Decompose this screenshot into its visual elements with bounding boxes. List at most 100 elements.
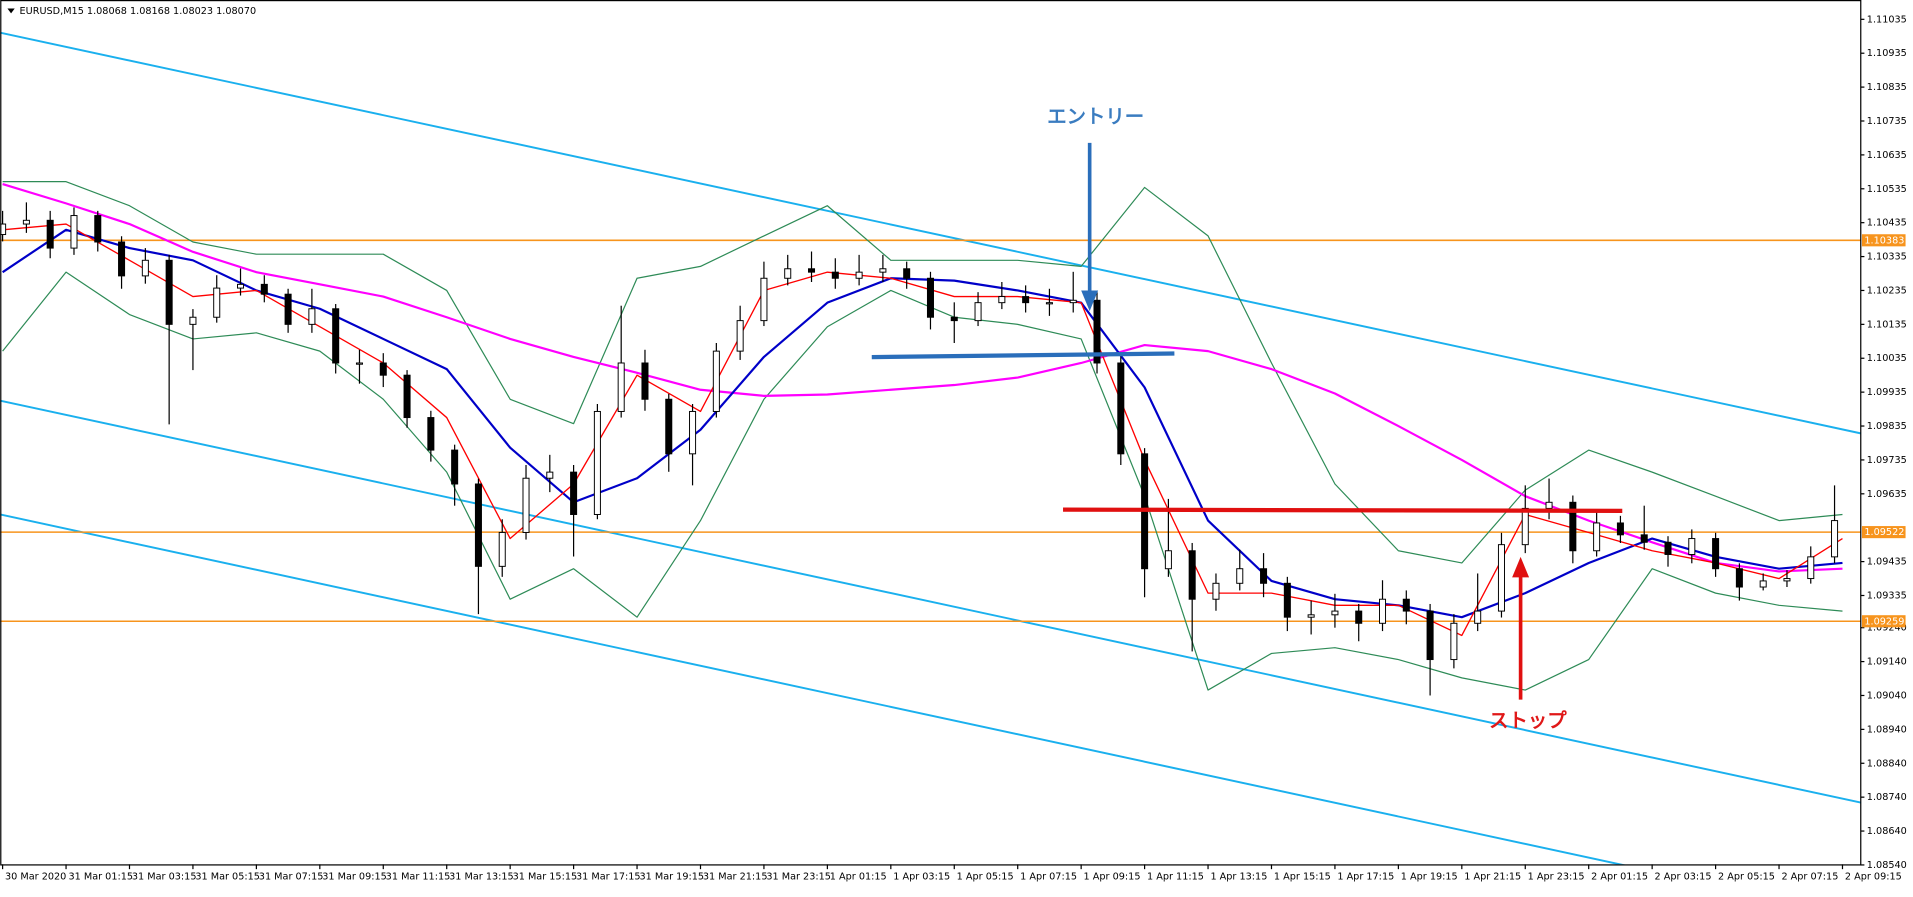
y-tick-label: 1.10335	[1867, 252, 1907, 263]
candle-body	[141, 259, 149, 277]
candle-body	[22, 219, 30, 225]
annotations: エントリー ストップ	[871, 105, 1623, 732]
candle-body	[1521, 507, 1529, 546]
y-tick-label: 1.08740	[1867, 792, 1907, 803]
candle-body	[237, 283, 245, 289]
y-tick-label: 1.09835	[1867, 421, 1907, 432]
indicator-line	[2, 271, 1843, 691]
x-tick-label: 1 Apr 01:15	[830, 871, 887, 882]
candle-body	[379, 362, 387, 376]
x-tick-label: 1 Apr 15:15	[1274, 871, 1331, 882]
candle-body	[736, 320, 744, 352]
candle-body	[546, 471, 554, 479]
candle-body	[1807, 556, 1815, 580]
candle-body	[1283, 582, 1291, 618]
x-tick-label: 2 Apr 03:15	[1655, 871, 1712, 882]
candle-body	[831, 271, 839, 279]
level-tag-label: 1.09522	[1864, 527, 1904, 538]
x-tick-label: 2 Apr 07:15	[1781, 871, 1838, 882]
candle-body	[284, 293, 292, 325]
candle-body	[1355, 610, 1363, 624]
level-tag	[1861, 615, 1906, 628]
candle-body	[641, 362, 649, 400]
candle-body	[1045, 302, 1053, 305]
candle-body	[1260, 568, 1268, 584]
candle-body	[189, 316, 197, 325]
x-tick-label: 31 Mar 09:15	[322, 871, 387, 882]
candle-body	[1569, 501, 1577, 552]
plot-frame	[0, 0, 1862, 866]
y-tick-label: 1.09935	[1867, 387, 1907, 398]
y-tick-label: 1.09240	[1867, 623, 1907, 634]
stop-arrow-head	[1512, 556, 1530, 578]
x-tick-label: 1 Apr 21:15	[1464, 871, 1521, 882]
candle-body	[808, 268, 816, 273]
candle-body	[1450, 622, 1458, 661]
candle-body	[70, 215, 78, 249]
x-tick-label: 1 Apr 13:15	[1210, 871, 1267, 882]
x-tick-label: 1 Apr 19:15	[1401, 871, 1458, 882]
x-tick-label: 1 Apr 17:15	[1337, 871, 1394, 882]
indicator-line	[2, 181, 1843, 564]
x-tick-label: 31 Mar 23:15	[766, 871, 831, 882]
menu-triangle	[7, 8, 15, 14]
y-tick-label: 1.09435	[1867, 557, 1907, 568]
y-tick-label: 1.10535	[1867, 184, 1907, 195]
candle-body	[879, 268, 887, 273]
candle-body	[1640, 534, 1648, 543]
candle-body	[1688, 538, 1696, 555]
x-tick-label: 31 Mar 13:15	[449, 871, 514, 882]
candle-body	[403, 374, 411, 419]
candle-body	[760, 277, 768, 322]
candle-body	[1307, 614, 1315, 618]
candle-body	[1593, 522, 1601, 552]
entry-level	[871, 351, 1175, 360]
x-tick-label: 31 Mar 11:15	[386, 871, 451, 882]
candle-body	[1712, 538, 1720, 570]
candle-body	[998, 296, 1006, 304]
y-tick-label: 1.10835	[1867, 82, 1907, 93]
x-tick-label: 31 Mar 17:15	[576, 871, 641, 882]
candle-body	[1164, 550, 1172, 570]
candle-body	[1069, 299, 1077, 304]
candle-body	[1022, 296, 1030, 304]
candle-body	[213, 287, 221, 318]
candle-body	[1759, 580, 1767, 588]
y-tick-label: 1.10135	[1867, 319, 1907, 330]
y-tick-label: 1.08840	[1867, 758, 1907, 769]
entry-arrow-head	[1081, 290, 1099, 312]
candle-body	[260, 283, 268, 295]
channel-line	[0, 399, 1861, 804]
channels	[0, 31, 1861, 865]
candle-body	[855, 271, 863, 279]
x-tick-label: 2 Apr 05:15	[1718, 871, 1775, 882]
y-tick-label: 1.10635	[1867, 150, 1907, 161]
candle-body	[0, 223, 7, 236]
channel-line	[0, 513, 1625, 865]
x-tick-label: 1 Apr 03:15	[893, 871, 950, 882]
x-tick-label: 1 Apr 11:15	[1147, 871, 1204, 882]
candle-body	[926, 277, 934, 318]
candle-body	[1664, 541, 1672, 555]
x-tick-label: 31 Mar 19:15	[639, 871, 704, 882]
x-tick-label: 31 Mar 05:15	[195, 871, 260, 882]
candle-body	[1379, 598, 1387, 624]
candle-body	[1783, 578, 1791, 582]
candle-body	[94, 215, 102, 243]
x-tick-label: 31 Mar 01:15	[68, 871, 133, 882]
candle-body	[784, 268, 792, 279]
x-tick-label: 31 Mar 15:15	[513, 871, 578, 882]
candle-body	[1212, 582, 1220, 600]
x-tick-label: 1 Apr 05:15	[957, 871, 1014, 882]
candle-body	[308, 308, 316, 325]
candle-body	[118, 241, 126, 277]
indicator-line	[2, 228, 1843, 619]
y-tick-label: 1.08640	[1867, 826, 1907, 837]
candle-body	[498, 531, 506, 567]
y-tick-label: 1.10235	[1867, 285, 1907, 296]
y-tick-label: 1.09040	[1867, 690, 1907, 701]
y-tick-label: 1.09635	[1867, 489, 1907, 500]
y-tick-label: 1.09335	[1867, 590, 1907, 601]
x-tick-label: 1 Apr 07:15	[1020, 871, 1077, 882]
